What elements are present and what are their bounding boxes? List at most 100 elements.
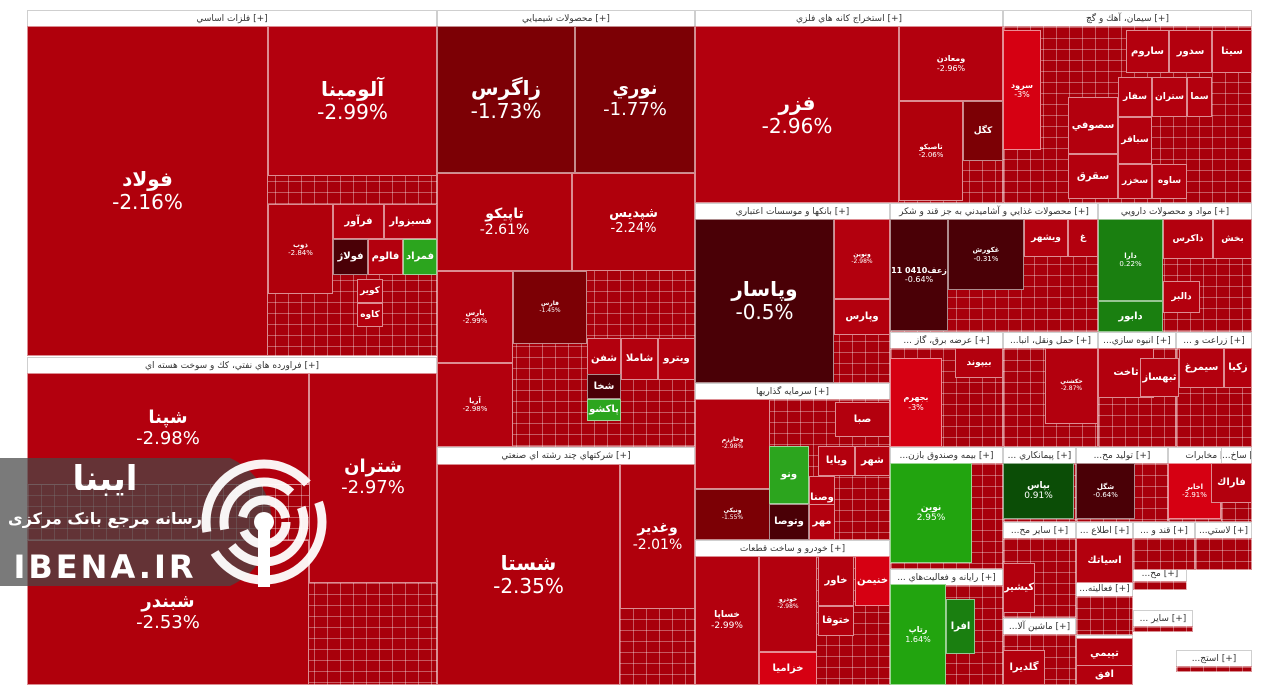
stock-tile[interactable]: سما [1187, 77, 1212, 117]
stock-tile[interactable]: فمراد [403, 239, 437, 275]
stock-tile[interactable]: خزاميا [759, 652, 817, 685]
stock-symbol: خودرو [778, 596, 798, 604]
stock-symbol: ونوين [853, 251, 871, 259]
stock-tile[interactable]: نوري -1.77% [575, 26, 695, 173]
stock-tile[interactable]: دابور [1098, 301, 1163, 332]
stock-tile[interactable]: آلومينا -2.99% [268, 26, 437, 176]
stock-tile[interactable]: رتاپ 1.64% [890, 584, 946, 685]
stock-tile[interactable]: وپاسار -0.5% [695, 219, 834, 383]
stock-tile[interactable]: شگل -0.64% [1076, 463, 1135, 519]
stock-tile[interactable]: ونيكي -1.55% [695, 489, 770, 540]
stock-tile[interactable]: شپديس -2.24% [572, 173, 695, 271]
stock-symbol: اسياتك [1087, 554, 1122, 566]
stock-tile[interactable]: كگل [963, 101, 1003, 161]
stock-tile[interactable]: زعف0410 11 -0.64% [890, 219, 948, 331]
stock-tile[interactable]: ساروم [1126, 30, 1169, 73]
stock-tile[interactable]: صبا [835, 402, 890, 437]
stock-tile[interactable]: شاملا [621, 338, 658, 380]
stock-tile[interactable]: سيتا [1212, 30, 1252, 73]
stock-tile[interactable]: ويشهر [1024, 219, 1068, 257]
stock-tile[interactable]: ساوه [1152, 164, 1187, 199]
stock-tile[interactable]: بپاس 0.91% [1003, 463, 1074, 519]
stock-tile[interactable]: ونوين -2.98% [834, 219, 890, 299]
stock-tile[interactable]: سدور [1169, 30, 1212, 73]
stock-tile[interactable]: غكورش -0.31% [948, 219, 1024, 290]
stock-tile[interactable]: ثبهساز [1140, 358, 1179, 397]
stock-tile[interactable]: پاكشو [587, 399, 621, 421]
watermark-brand: ایبنا [73, 459, 138, 499]
stock-change: -2.87% [1060, 385, 1083, 392]
stock-symbol: سصوفي [1071, 119, 1115, 131]
stock-tile[interactable]: نوين 2.95% [890, 463, 972, 563]
stock-tile[interactable]: زاگرس -1.73% [437, 26, 575, 173]
stock-tile[interactable]: فولاژ [333, 239, 368, 275]
stock-tile[interactable]: خنيمن [855, 556, 890, 606]
stock-tile[interactable]: پارس -2.99% [437, 271, 513, 363]
stock-tile[interactable]: فاراك [1211, 463, 1252, 503]
stock-tile[interactable]: فرآور [333, 204, 384, 239]
stock-tile[interactable]: شفن [587, 338, 621, 380]
stock-tile[interactable]: شهر [855, 446, 890, 476]
stock-tile[interactable]: وخارزم -2.98% [695, 399, 770, 489]
stock-symbol: خساپا [714, 610, 740, 621]
stock-tile[interactable]: تاصيكو -2.06% [899, 101, 963, 201]
stock-tile[interactable]: وپارس [834, 299, 890, 335]
stock-tile[interactable]: سقرق [1068, 154, 1118, 199]
stock-tile[interactable]: افق [1076, 665, 1133, 685]
stock-tile[interactable]: افرا [946, 599, 975, 654]
stock-tile[interactable]: سباقر [1118, 117, 1152, 164]
stock-tile[interactable]: غ [1068, 219, 1098, 257]
stock-tile[interactable]: كاوه [357, 303, 383, 327]
stock-tile[interactable]: دالبر [1163, 281, 1200, 313]
stock-symbol: وخارزم [721, 436, 744, 444]
stock-tile[interactable]: وغدير -2.01% [620, 464, 695, 609]
stock-tile[interactable]: زكبا [1224, 348, 1252, 388]
stock-symbol: سقرق [1076, 170, 1110, 182]
stock-tile[interactable]: دارا 0.22% [1098, 219, 1163, 301]
stock-tile[interactable]: فزر -2.96% [695, 26, 899, 203]
stock-tile[interactable]: ويترو [658, 338, 695, 380]
stock-tile[interactable]: شتران -2.97% [309, 373, 437, 583]
stock-tile[interactable]: اسياتك [1076, 538, 1133, 583]
stock-tile[interactable]: ذوب -2.84% [268, 204, 333, 294]
stock-tile[interactable]: فالوم [368, 239, 403, 275]
stock-tile[interactable]: شستا -2.35% [437, 464, 620, 685]
stock-tile[interactable]: ذاكرس [1163, 219, 1213, 259]
stock-tile[interactable]: فسبزوار [384, 204, 437, 239]
stock-tile[interactable]: وتوصا [769, 504, 809, 540]
stock-tile[interactable]: خساپا -2.99% [695, 556, 759, 685]
stock-tile[interactable]: حكشتي -2.87% [1045, 348, 1098, 424]
sector-header[interactable]: شركتهاي چند رشته اي صنعتي [+] [438, 448, 694, 465]
stock-tile[interactable]: ويايا [818, 446, 855, 476]
stock-tile[interactable]: گلديرا [1003, 650, 1045, 685]
stock-tile[interactable]: كوير [357, 279, 383, 303]
stock-symbol: شاملا [625, 353, 654, 365]
stock-symbol: بپاس [1027, 480, 1050, 491]
stock-symbol: اخابر [1185, 482, 1204, 491]
stock-tile[interactable]: سفار [1118, 77, 1152, 117]
stock-tile[interactable]: كيشير [1003, 563, 1035, 613]
stock-tile[interactable]: سصوفي [1068, 97, 1118, 154]
stock-tile[interactable]: شخا [587, 374, 621, 399]
stock-tile[interactable]: آريا -2.98% [437, 363, 513, 447]
stock-tile[interactable]: خاور [818, 556, 854, 606]
stock-tile[interactable]: فولاد -2.16% [27, 26, 268, 356]
stock-symbol: فولاد [122, 167, 173, 191]
stock-tile[interactable]: تاپيكو -2.61% [437, 173, 572, 271]
stock-tile[interactable]: بخش [1213, 219, 1252, 259]
stock-tile[interactable]: خودرو -2.98% [759, 556, 817, 652]
stock-symbol: فاراك [1217, 477, 1246, 489]
stock-tile[interactable]: سخزر [1118, 164, 1152, 199]
stock-tile[interactable]: ومعادن -2.96% [899, 26, 1003, 101]
stock-tile[interactable]: بيپوند [955, 348, 1003, 378]
stock-tile[interactable]: ستران [1152, 77, 1187, 117]
stock-change: -0.5% [735, 300, 794, 324]
stock-tile[interactable]: فارس -1.45% [513, 271, 587, 344]
stock-tile[interactable]: مهر [809, 504, 835, 540]
stock-symbol: ستران [1155, 91, 1184, 102]
stock-tile[interactable]: سرود -3% [1003, 30, 1041, 150]
stock-tile[interactable]: ختوقا [818, 606, 854, 636]
stock-tile[interactable]: سيمرغ [1179, 348, 1224, 388]
stock-tile[interactable]: بجهرم -3% [890, 358, 942, 447]
stock-tile[interactable]: ونو [769, 446, 809, 504]
